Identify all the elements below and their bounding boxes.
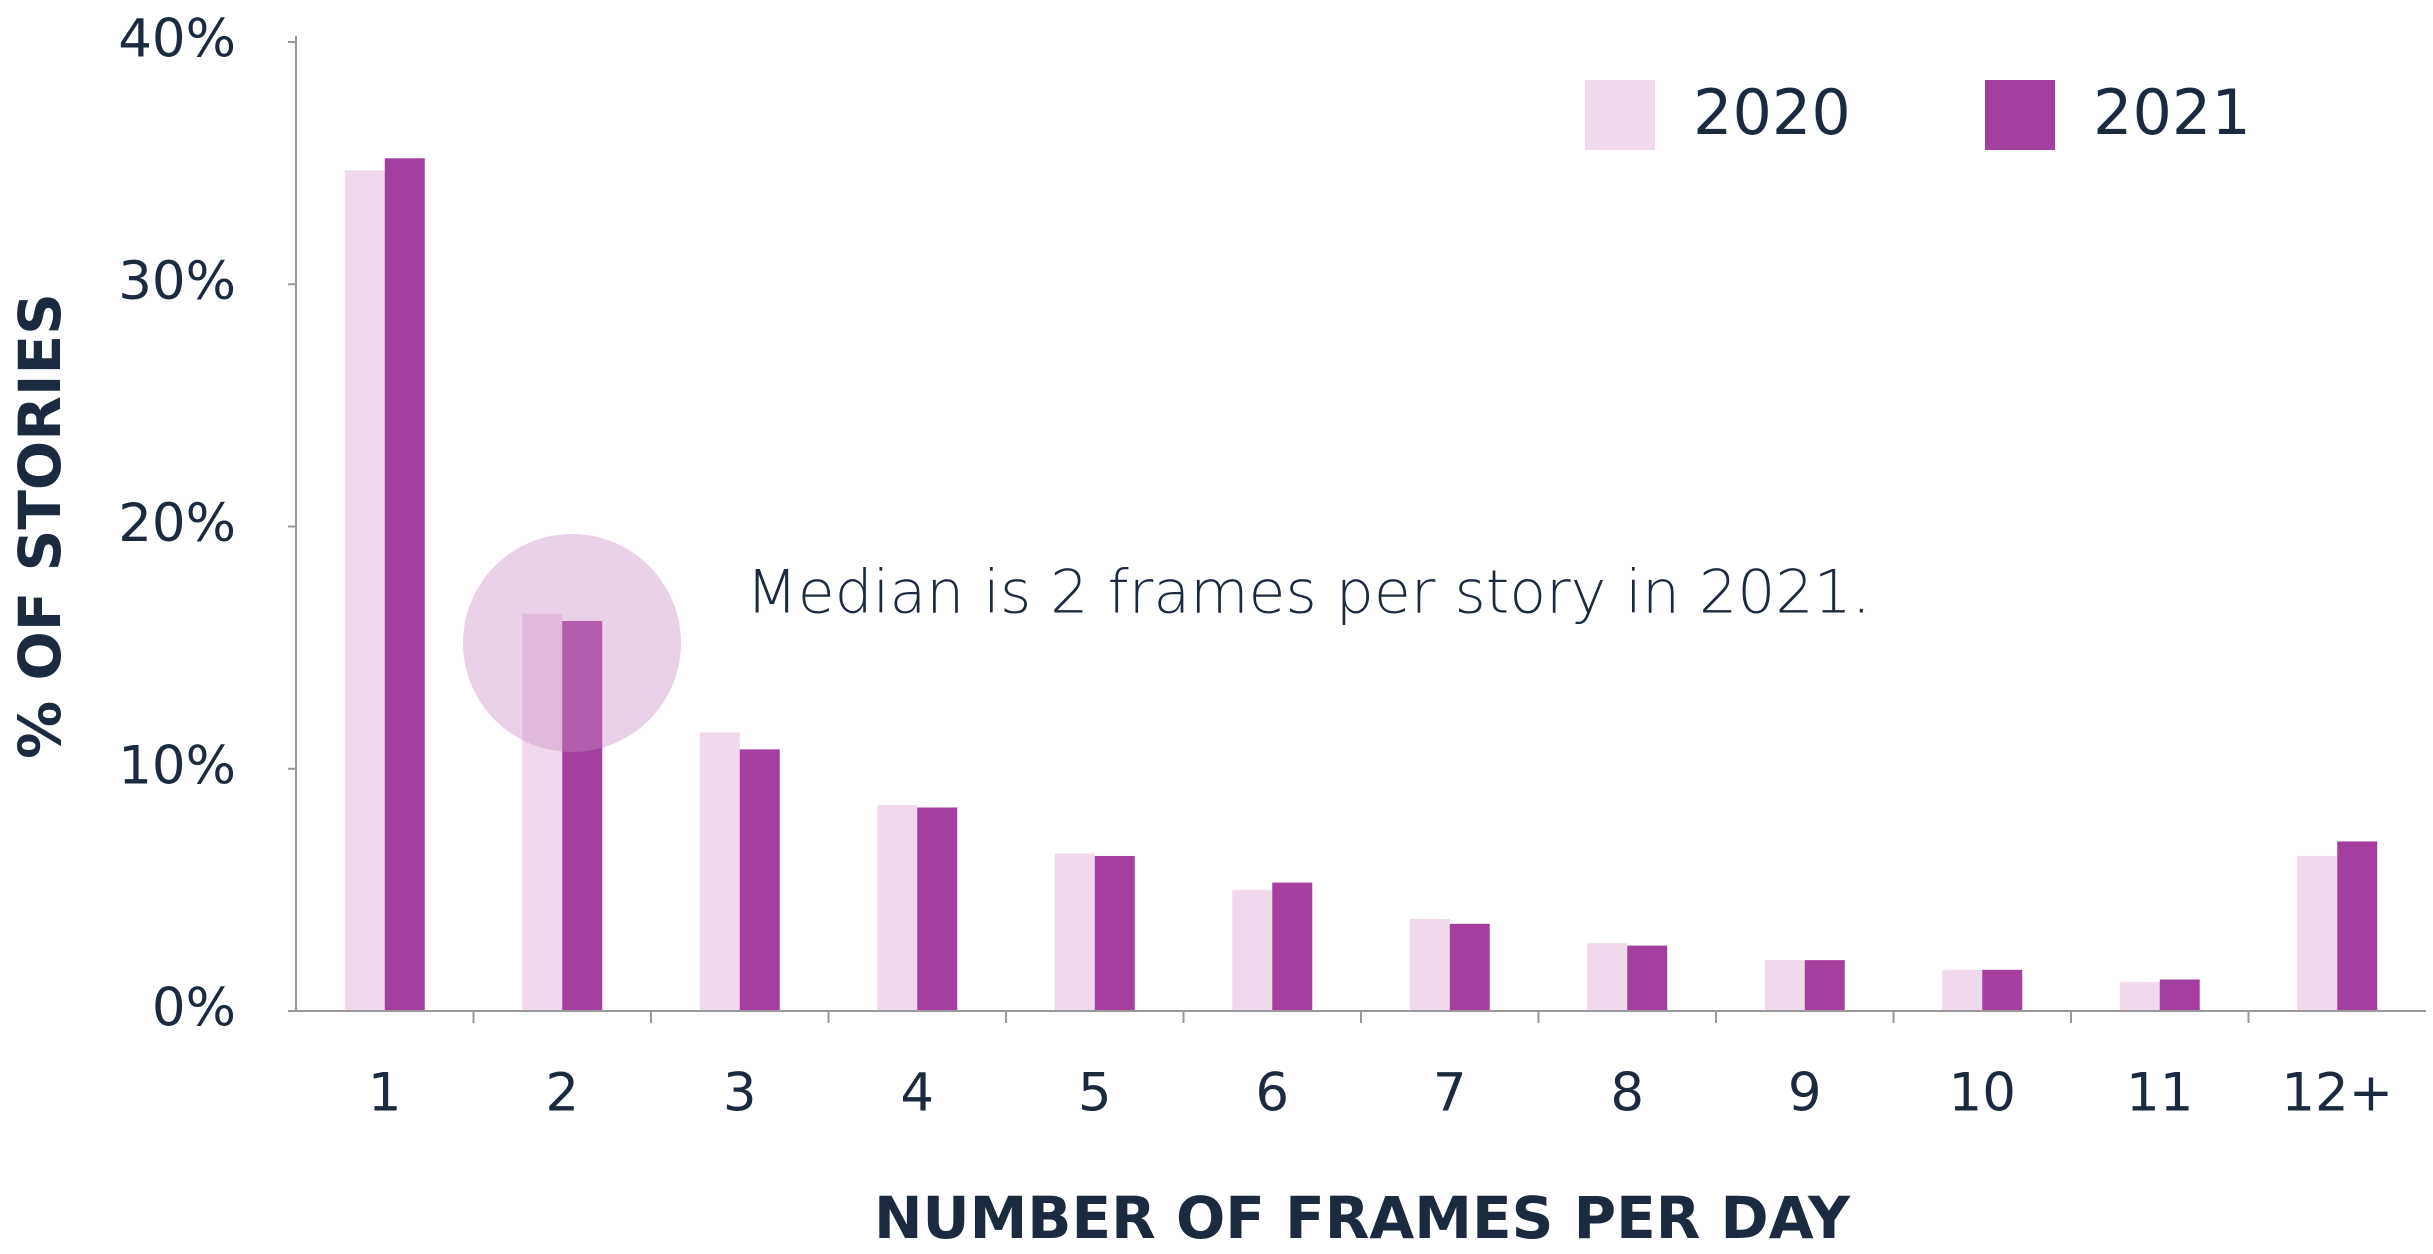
x-tick-label: 7 <box>1433 1063 1467 1124</box>
bar <box>1764 960 1805 1011</box>
x-tick-label: 9 <box>1788 1063 1822 1124</box>
bar <box>1982 969 2023 1011</box>
x-axis-title: NUMBER OF FRAMES PER DAY <box>874 1184 1851 1252</box>
y-tick-label: 20% <box>118 493 236 554</box>
bar <box>522 613 563 1011</box>
x-tick-label: 12+ <box>2281 1063 2393 1124</box>
bar <box>2159 979 2200 1011</box>
x-tick-label: 3 <box>723 1063 757 1124</box>
bar <box>2297 855 2338 1011</box>
bar <box>2337 841 2378 1011</box>
bar <box>1272 882 1313 1011</box>
bar <box>1054 853 1095 1011</box>
x-tick-label: 8 <box>1610 1063 1644 1124</box>
bar <box>384 158 425 1011</box>
bar <box>2119 981 2160 1011</box>
x-tick-label: 4 <box>900 1063 934 1124</box>
bar <box>1409 918 1450 1011</box>
legend-swatch <box>1985 80 2055 150</box>
bars <box>344 158 2378 1011</box>
bar <box>877 805 918 1011</box>
x-tick-label: 6 <box>1255 1063 1289 1124</box>
y-tick-label: 10% <box>118 735 236 796</box>
x-tick-label: 1 <box>368 1063 402 1124</box>
y-tick-label: 40% <box>118 9 236 70</box>
x-tick-label: 10 <box>1949 1063 2016 1124</box>
x-tick-label: 11 <box>2126 1063 2193 1124</box>
legend-swatch <box>1585 80 1655 150</box>
bar <box>1942 969 1983 1011</box>
legend-label: 2021 <box>2093 76 2251 149</box>
y-tick-label: 30% <box>118 251 236 312</box>
bar <box>699 732 740 1011</box>
bar <box>1804 960 1845 1011</box>
legend-label: 2020 <box>1693 76 1851 149</box>
x-tick-label: 2 <box>545 1063 579 1124</box>
bar <box>562 620 603 1011</box>
annotation: Median is 2 frames per story in 2021. <box>746 558 1871 628</box>
bar <box>1232 889 1273 1011</box>
median-highlight <box>463 534 681 752</box>
y-axis-title: % OF STORIES <box>6 293 74 759</box>
bar <box>344 170 385 1011</box>
bar <box>917 807 958 1011</box>
bar <box>739 749 780 1011</box>
bar <box>1094 855 1135 1011</box>
bar <box>1587 943 1628 1011</box>
y-tick-label: 0% <box>152 978 236 1039</box>
bar <box>1627 945 1668 1011</box>
bar <box>1449 923 1490 1011</box>
x-tick-label: 5 <box>1078 1063 1112 1124</box>
